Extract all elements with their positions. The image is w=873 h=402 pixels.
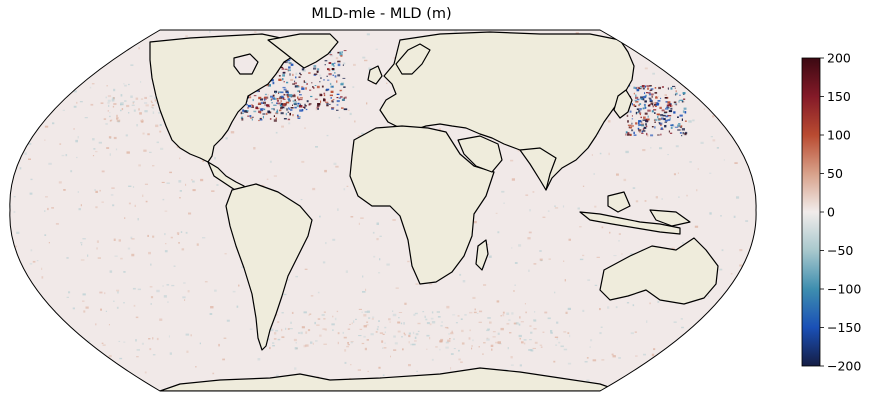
colorbar-tick-label: −100 (827, 282, 861, 297)
africa (349, 125, 495, 285)
south-america (225, 183, 313, 351)
arabian-peninsula (457, 135, 503, 173)
colorbar-gradient (801, 57, 821, 367)
hudson-bay (233, 53, 259, 75)
colorbar: 200 150 100 50 0 −50 −100 −150 −200 (801, 51, 861, 374)
greenland (267, 33, 339, 69)
colorbar-tick-label: 0 (827, 205, 835, 220)
british-isles (367, 65, 383, 85)
australia (599, 237, 719, 305)
borneo (607, 191, 631, 213)
colorbar-tick-label: −150 (827, 320, 861, 335)
japan (613, 89, 633, 119)
globe-outline (9, 29, 757, 392)
new-guinea (649, 209, 691, 227)
ocean-globe (9, 30, 757, 391)
indonesia (579, 211, 681, 235)
colorbar-tick-label: 150 (827, 89, 851, 104)
colorbar-ticks: 200 150 100 50 0 −50 −100 −150 −200 (820, 51, 861, 374)
madagascar (475, 239, 489, 271)
map-title: MLD-mle - MLD (m) (311, 6, 452, 22)
india (519, 147, 557, 191)
colorbar-tick-label: −50 (827, 243, 853, 258)
colorbar-tick-label: 50 (827, 166, 843, 181)
colorbar-tick-label: −200 (827, 359, 861, 374)
colorbar-tick-label: 200 (827, 51, 851, 66)
continents (149, 31, 745, 391)
antarctica (159, 367, 621, 391)
scandinavia (395, 43, 431, 75)
new-zealand (733, 285, 745, 307)
colorbar-tick-label: 100 (827, 128, 851, 143)
